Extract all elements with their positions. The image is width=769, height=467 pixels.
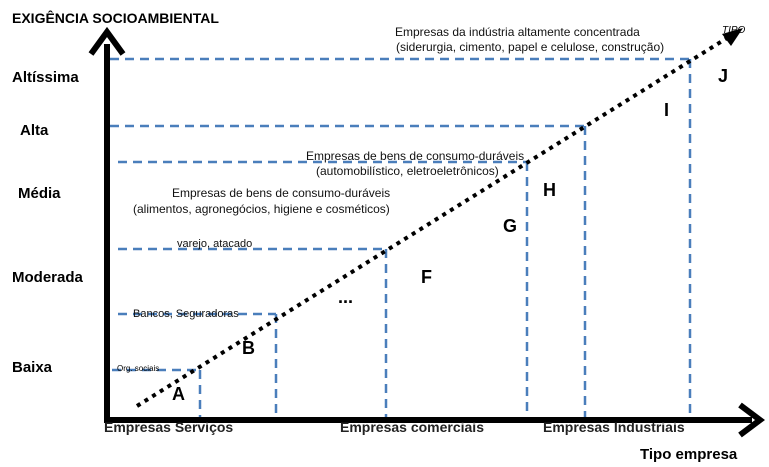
note-industria-line1: Empresas da indústria altamente concentr… (395, 25, 640, 39)
y-level-altissima: Altíssima (12, 69, 79, 86)
y-level-media: Média (18, 185, 61, 202)
region-i: I (664, 100, 670, 120)
dashed-guides (110, 57, 692, 420)
note-org-sociais: Org. sociais (117, 364, 160, 373)
x-axis-title: Tipo empresa (640, 446, 738, 463)
region-g: G (503, 216, 518, 236)
note-varejo: varejo, atacado (177, 238, 253, 250)
y-axis-arrowhead (88, 26, 126, 56)
note-consumo-line1: Empresas de bens de consumo-duráveis (172, 186, 391, 200)
region-j: J (718, 66, 729, 86)
region-b: B (242, 338, 255, 358)
trend-arrowhead (722, 28, 743, 46)
x-category-industriais: Empresas Industriais (543, 419, 685, 435)
note-consumo-line2: (alimentos, agronegócios, higiene e cosm… (133, 202, 390, 216)
note-bancos: Bancos, Seguradoras (133, 308, 239, 320)
y-level-alta: Alta (20, 122, 49, 139)
dotted-trend-line (135, 36, 729, 408)
region-a: A (172, 384, 185, 404)
note-industria-line2: (siderurgia, cimento, papel e celulose, … (396, 40, 665, 54)
y-axis-title: EXIGÊNCIA SOCIOAMBIENTAL (12, 10, 219, 26)
y-level-moderada: Moderada (12, 269, 83, 286)
region-ellipsis: ... (338, 287, 354, 307)
y-level-baixa: Baixa (12, 359, 53, 376)
x-axis-arrowhead (738, 402, 765, 438)
x-axis-arrow-label: TIPO (722, 25, 746, 36)
note-duraveis-line1: Empresas de bens de consumo-duráveis (306, 149, 525, 163)
x-category-servicos: Empresas Serviços (104, 419, 234, 435)
region-h: H (543, 180, 556, 200)
x-category-comerciais: Empresas comerciais (340, 419, 484, 435)
region-f: F (421, 267, 432, 287)
note-duraveis-line2: (automobilístico, eletroeletrônicos) (316, 164, 499, 178)
